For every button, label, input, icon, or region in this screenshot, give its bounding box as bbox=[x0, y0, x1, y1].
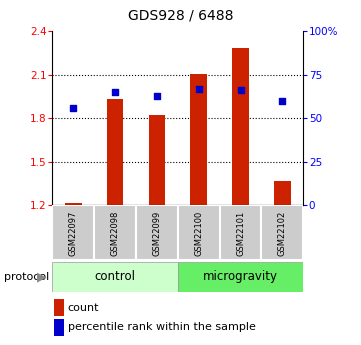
Bar bbox=[65, 203, 82, 205]
Text: GDS928 / 6488: GDS928 / 6488 bbox=[128, 9, 233, 23]
Text: control: control bbox=[95, 270, 136, 283]
Text: GSM22102: GSM22102 bbox=[278, 210, 287, 256]
Bar bbox=[178, 262, 303, 292]
Text: GSM22097: GSM22097 bbox=[69, 210, 78, 256]
Point bbox=[279, 98, 285, 104]
Text: percentile rank within the sample: percentile rank within the sample bbox=[68, 323, 256, 332]
Bar bbox=[94, 205, 136, 260]
Text: ▶: ▶ bbox=[37, 270, 46, 283]
Bar bbox=[190, 74, 207, 205]
Text: GSM22098: GSM22098 bbox=[110, 210, 119, 256]
Point bbox=[238, 88, 243, 93]
Point bbox=[154, 93, 160, 98]
Point bbox=[112, 89, 118, 95]
Text: protocol: protocol bbox=[4, 272, 49, 282]
Text: GSM22099: GSM22099 bbox=[152, 210, 161, 256]
Bar bbox=[136, 205, 178, 260]
Bar bbox=[219, 205, 261, 260]
Point bbox=[70, 105, 76, 110]
Bar bbox=[274, 180, 291, 205]
Text: GSM22100: GSM22100 bbox=[194, 210, 203, 256]
Point bbox=[196, 86, 201, 91]
Bar bbox=[107, 99, 123, 205]
Text: GSM22101: GSM22101 bbox=[236, 210, 245, 256]
Bar bbox=[52, 205, 94, 260]
Text: count: count bbox=[68, 303, 99, 313]
Text: microgravity: microgravity bbox=[203, 270, 278, 283]
Bar bbox=[52, 262, 178, 292]
Bar bbox=[232, 49, 249, 205]
Bar bbox=[261, 205, 303, 260]
Bar bbox=[148, 115, 165, 205]
Bar bbox=[178, 205, 219, 260]
